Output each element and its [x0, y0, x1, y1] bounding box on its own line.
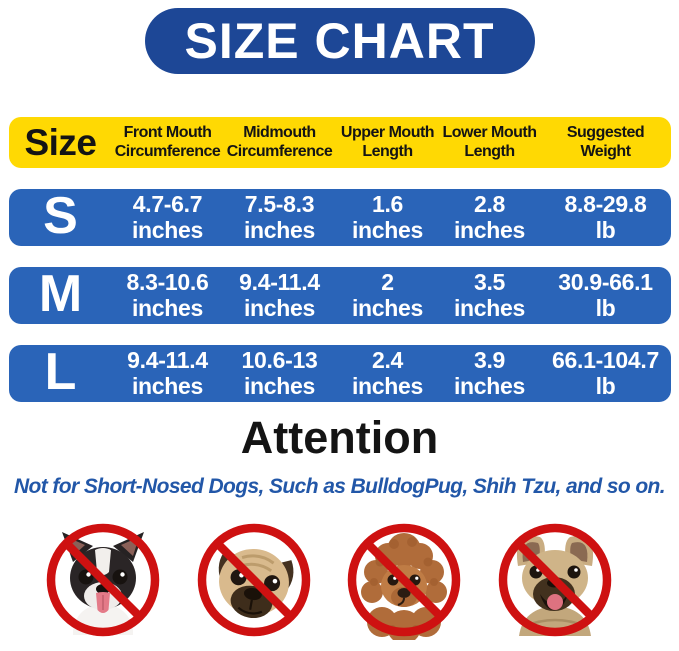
toy-poodle-no-sign-icon [348, 523, 461, 640]
cell-unit: inches [131, 372, 204, 399]
header-line: Circumference [226, 142, 333, 160]
cell-unit: inches [131, 294, 204, 321]
cell-m-lower-mouth: 3.5 inches [439, 268, 541, 322]
cell-value: 9.4-11.4 [127, 346, 208, 373]
header-line: Circumference [114, 142, 221, 160]
header-line: Front Mouth [123, 123, 212, 141]
cell-m-weight: 30.9-66.1 lb [541, 268, 671, 322]
cell-m-upper-mouth: 2 inches [337, 268, 439, 322]
cell-unit: inches [351, 372, 424, 399]
cell-value: 2.8 [473, 190, 506, 217]
cell-unit: inches [243, 216, 316, 243]
cell-l-weight: 66.1-104.7 lb [541, 346, 671, 400]
cell-unit: inches [243, 372, 316, 399]
cell-s-weight: 8.8-29.8 lb [541, 190, 671, 244]
header-upper-mouth-length: Upper Mouth Length [337, 124, 439, 162]
boston-terrier-no-sign-icon [46, 523, 160, 636]
cell-m-midmouth: 9.4-11.4 inches [223, 268, 337, 322]
cell-unit: inches [131, 216, 204, 243]
no-sign-icon [197, 523, 310, 636]
cell-m-front-mouth: 8.3-10.6 inches [113, 268, 223, 322]
no-sign-icon [498, 523, 612, 636]
cell-value: 2 [381, 268, 394, 295]
cell-value: 3.5 [473, 268, 506, 295]
table-header-row: Size Front Mouth Circumference Midmouth … [8, 117, 671, 168]
cell-unit: lb [595, 216, 616, 243]
table-row-size-s: S 4.7-6.7 inches 7.5-8.3 inches 1.6 inch… [8, 186, 671, 246]
cell-unit: lb [595, 372, 616, 399]
size-label-s: S [43, 186, 78, 245]
attention-heading: Attention [240, 412, 439, 463]
cell-unit: inches [453, 216, 526, 243]
header-lower-mouth-length: Lower Mouth Length [439, 124, 541, 162]
cell-value: 10.6-13 [241, 346, 318, 373]
header-line: Suggested [566, 123, 645, 141]
size-table: Size Front Mouth Circumference Midmouth … [8, 117, 671, 402]
cell-unit: inches [351, 216, 424, 243]
prohibited-dog-toy-poodle [344, 520, 464, 640]
header-line: Length [464, 142, 515, 160]
pug-no-sign-icon [197, 523, 310, 636]
cell-unit: inches [453, 372, 526, 399]
header-line: Midmouth [243, 123, 316, 141]
cell-value: 9.4-11.4 [239, 268, 320, 295]
attention-note: Not for Short-Nosed Dogs, Such as Bulldo… [13, 474, 666, 498]
prohibited-dog-french-bulldog [495, 520, 615, 640]
cell-unit: inches [453, 294, 526, 321]
table-row-size-m: M 8.3-10.6 inches 9.4-11.4 inches 2 inch… [8, 264, 671, 324]
cell-s-upper-mouth: 1.6 inches [337, 190, 439, 244]
header-line: Upper Mouth [340, 123, 435, 141]
size-label-l: L [44, 342, 77, 401]
cell-s-lower-mouth: 2.8 inches [439, 190, 541, 244]
size-label-m: M [38, 264, 83, 323]
cell-value: 66.1-104.7 [552, 346, 659, 373]
cell-s-front-mouth: 4.7-6.7 inches [113, 190, 223, 244]
cell-value: 30.9-66.1 [558, 268, 653, 295]
prohibited-dog-pug [194, 520, 314, 640]
header-line: Lower Mouth [442, 123, 537, 141]
cell-l-midmouth: 10.6-13 inches [223, 346, 337, 400]
cell-unit: inches [351, 294, 424, 321]
no-sign-icon [348, 523, 461, 636]
cell-value: 7.5-8.3 [244, 190, 315, 217]
prohibited-dog-boston-terrier [43, 520, 163, 640]
cell-unit: lb [595, 294, 616, 321]
cell-value: 3.9 [473, 346, 506, 373]
title-banner: SIZE CHART [144, 8, 535, 74]
cell-s-midmouth: 7.5-8.3 inches [223, 190, 337, 244]
french-bulldog-no-sign-icon [498, 523, 612, 636]
header-size: Size [24, 121, 97, 163]
cell-value: 8.8-29.8 [564, 190, 647, 217]
prohibited-dogs-row [43, 520, 615, 640]
cell-l-upper-mouth: 2.4 inches [337, 346, 439, 400]
cell-unit: inches [243, 294, 316, 321]
header-suggested-weight: Suggested Weight [541, 124, 671, 162]
table-row-size-l: L 9.4-11.4 inches 10.6-13 inches 2.4 inc… [8, 342, 671, 402]
cell-value: 1.6 [371, 190, 404, 217]
cell-l-lower-mouth: 3.9 inches [439, 346, 541, 400]
cell-value: 2.4 [371, 346, 404, 373]
page-title: SIZE CHART [184, 13, 495, 69]
cell-value: 8.3-10.6 [126, 268, 209, 295]
cell-l-front-mouth: 9.4-11.4 inches [113, 346, 223, 400]
cell-value: 4.7-6.7 [132, 190, 203, 217]
header-line: Length [362, 142, 413, 160]
header-front-mouth-circumference: Front Mouth Circumference [113, 124, 223, 162]
header-midmouth-circumference: Midmouth Circumference [223, 124, 337, 162]
header-line: Weight [580, 142, 631, 160]
no-sign-icon [46, 523, 160, 636]
